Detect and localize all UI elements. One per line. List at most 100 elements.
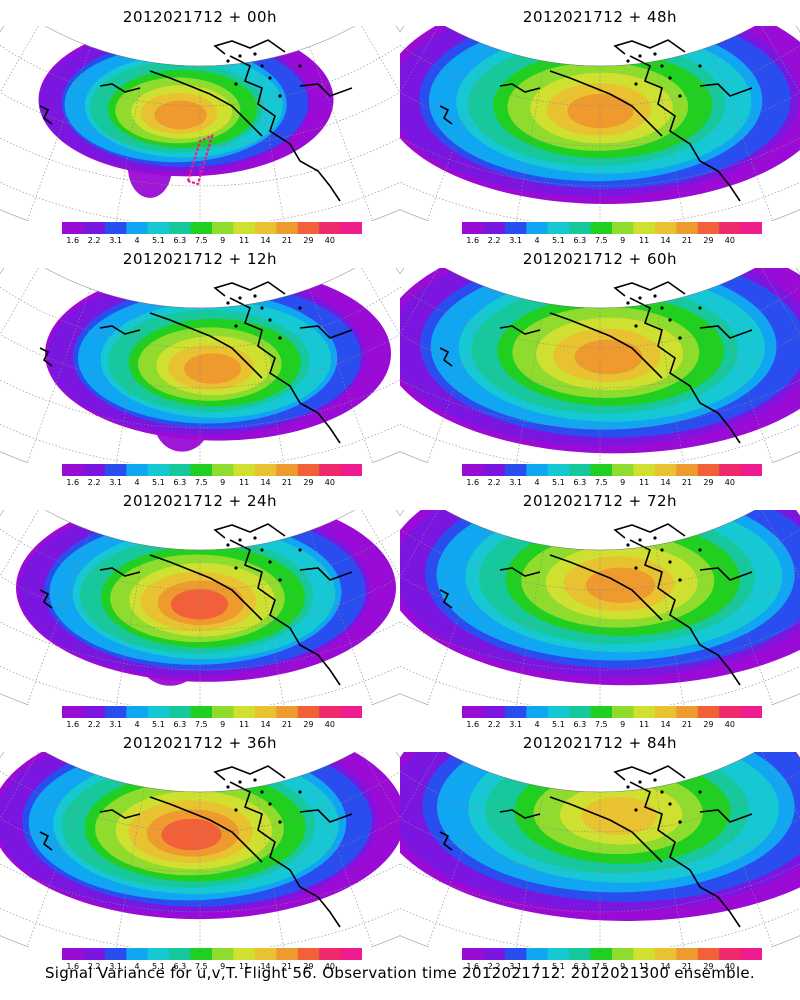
colorbar-label: 1.6: [466, 962, 480, 971]
colorbar-swatch: [212, 222, 234, 234]
colorbar: [462, 948, 762, 960]
colorbar-label: 4: [134, 962, 140, 971]
colorbar-swatch: [526, 948, 549, 960]
colorbar-swatch: [147, 706, 170, 718]
colorbar-swatch: [104, 948, 127, 960]
islands: [626, 294, 702, 340]
variance-map: [400, 268, 800, 463]
panel-title: 2012021712 + 12h: [122, 250, 278, 268]
coastline: [439, 281, 753, 444]
colorbar-label: 9: [620, 236, 626, 245]
colorbar-swatch: [104, 464, 127, 476]
colorbar-swatch: [504, 706, 527, 718]
colorbar-label: 3.1: [109, 236, 122, 245]
colorbar-label: 2.2: [87, 236, 101, 245]
colorbar: [462, 706, 762, 718]
colorbar-label: 5.1: [552, 236, 565, 245]
colorbar-label: 6.3: [573, 236, 587, 245]
colorbar-swatch: [62, 948, 84, 960]
coastline: [439, 39, 753, 202]
colorbar-swatch: [547, 948, 570, 960]
colorbar-swatch: [612, 222, 634, 234]
colorbar-swatch: [676, 706, 699, 718]
colorbar-swatch: [740, 222, 762, 234]
variance-contour: [567, 93, 634, 129]
colorbar-label: 5.1: [552, 478, 565, 487]
colorbar-label: 9: [620, 962, 626, 971]
map-panel: 2012021712 + 12h 1.6 2.2 3.1 4 5.1 6.3 7.5 9 11 14…: [0, 242, 400, 487]
colorbar-swatch: [462, 222, 484, 234]
colorbar-swatch: [104, 706, 127, 718]
colorbar-swatch: [569, 222, 592, 234]
colorbar-label: 11: [239, 962, 250, 971]
variance-map: [0, 752, 400, 947]
colorbar-swatch: [654, 948, 677, 960]
colorbar-swatch: [233, 948, 256, 960]
colorbar-label: 40: [724, 962, 735, 971]
colorbar-swatch: [483, 464, 506, 476]
colorbar-label: 14: [660, 236, 671, 245]
islands: [226, 294, 302, 340]
colorbar-swatch: [276, 222, 299, 234]
colorbar-label: 7.5: [194, 236, 208, 245]
colorbar-swatch: [719, 948, 742, 960]
colorbar-label: 6.3: [573, 962, 587, 971]
colorbar-swatch: [276, 464, 299, 476]
colorbar-label: 29: [303, 236, 314, 245]
colorbar-swatch: [633, 464, 656, 476]
colorbar-label: 9: [220, 962, 226, 971]
colorbar-label: 6.3: [173, 962, 187, 971]
colorbar-swatch: [233, 464, 256, 476]
colorbar-swatch: [590, 464, 613, 476]
colorbar-swatch: [126, 464, 149, 476]
colorbar-label: 21: [281, 478, 293, 487]
colorbar-swatch: [697, 464, 720, 476]
colorbar-label: 7.5: [594, 236, 608, 245]
colorbar-swatch: [504, 948, 527, 960]
colorbar-swatch: [569, 706, 592, 718]
colorbar-swatch: [319, 706, 342, 718]
colorbar-swatch: [254, 706, 277, 718]
colorbar-label: 5.1: [552, 720, 565, 729]
colorbar-swatch: [719, 464, 742, 476]
colorbar: [462, 464, 762, 476]
variance-contour: [585, 567, 656, 603]
map-panel: 2012021712 + 36h 1.6 2.2 3.1 4 5.1 6.3 7.5 9 11 14…: [0, 726, 400, 971]
colorbar-swatch: [676, 222, 699, 234]
colorbar-label: 21: [281, 720, 293, 729]
islands: [226, 52, 302, 98]
colorbar-swatch: [169, 222, 192, 234]
colorbar-label: 40: [324, 478, 335, 487]
colorbar-label: 3.1: [509, 236, 522, 245]
colorbar-label: 11: [639, 478, 650, 487]
colorbar-label: 3.1: [109, 962, 122, 971]
colorbar-label: 40: [724, 236, 735, 245]
variance-map: [0, 26, 400, 221]
colorbar-swatch: [297, 222, 320, 234]
colorbar-swatch: [462, 948, 484, 960]
coastline: [39, 39, 353, 202]
colorbar-swatch: [83, 464, 106, 476]
colorbar-label: 3.1: [109, 478, 122, 487]
colorbar-label: 3.1: [109, 720, 122, 729]
colorbar-swatch: [126, 706, 149, 718]
colorbar-swatch: [740, 948, 762, 960]
colorbar-swatch: [190, 464, 213, 476]
colorbar-label: 2.2: [87, 720, 101, 729]
colorbar-swatch: [233, 706, 256, 718]
colorbar-swatch: [190, 948, 213, 960]
colorbar-label: 7.5: [594, 478, 608, 487]
colorbar-label: 21: [281, 236, 293, 245]
colorbar-swatch: [83, 948, 106, 960]
map-panel: 2012021712 + 60h 1.6 2.2 3.1 4 5.1 6.3 7.5 9 11 14…: [400, 242, 800, 487]
colorbar-swatch: [654, 464, 677, 476]
variance-contour: [170, 589, 229, 620]
colorbar-swatch: [526, 222, 549, 234]
colorbar-label: 9: [620, 720, 626, 729]
colorbar-swatch: [190, 222, 213, 234]
colorbar-swatch: [169, 948, 192, 960]
colorbar-swatch: [654, 222, 677, 234]
colorbar-swatch: [340, 706, 362, 718]
colorbar-label: 1.6: [66, 720, 80, 729]
coastline: [39, 523, 353, 686]
